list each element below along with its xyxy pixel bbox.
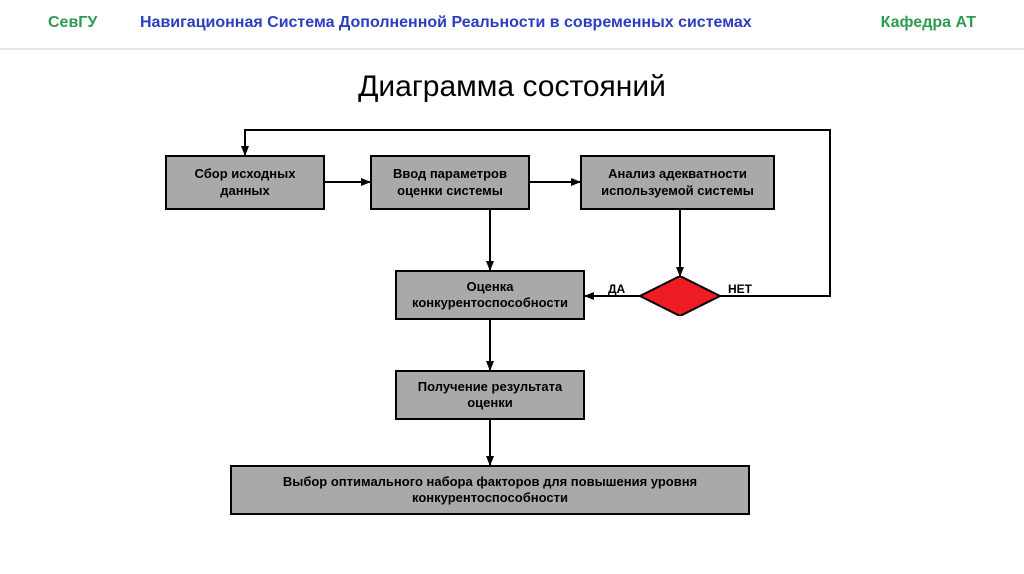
flow-node-n1: Сбор исходных данных (165, 155, 325, 210)
edge-label-yes: ДА (608, 282, 625, 296)
flow-node-n2: Ввод параметров оценки системы (370, 155, 530, 210)
edge-label-no: НЕТ (728, 282, 752, 296)
flow-node-n5: Получение результата оценки (395, 370, 585, 420)
decision-node (640, 276, 720, 316)
flow-node-n6: Выбор оптимального набора факторов для п… (230, 465, 750, 515)
diagram-canvas: Сбор исходных данных Ввод параметров оцен… (0, 0, 1024, 574)
flow-node-n3: Анализ адекватности используемой системы (580, 155, 775, 210)
flow-node-n4: Оценка конкурентоспособности (395, 270, 585, 320)
